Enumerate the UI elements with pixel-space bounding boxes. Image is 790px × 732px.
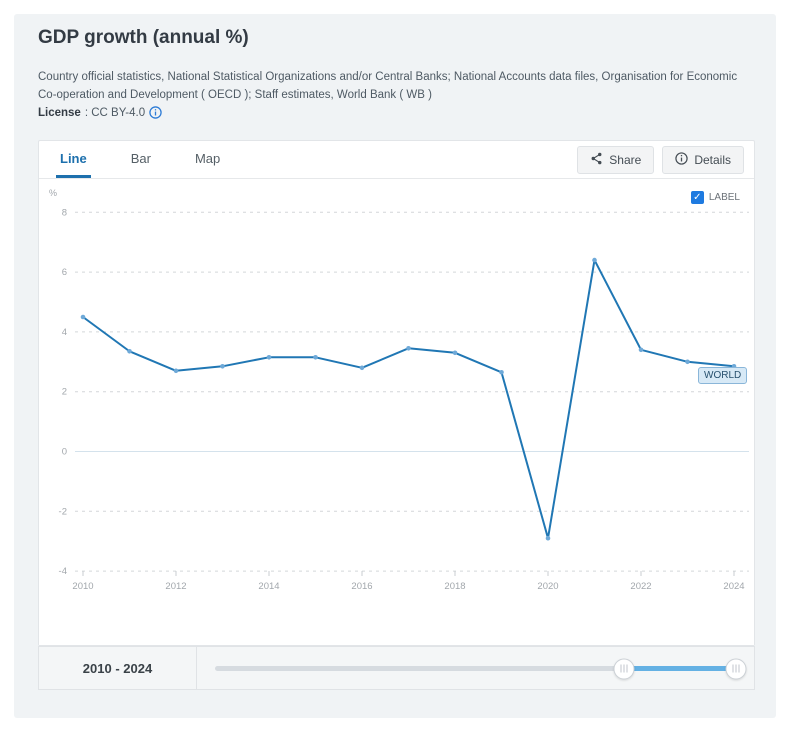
line-chart-area: % 8 6 4 2 0 -2 -4 2010 2012 2014 2016 2018 2020 2022 20… — [39, 179, 754, 645]
license-value: : CC BY-4.0 — [84, 106, 146, 119]
series-tag-world: WORLD — [698, 367, 748, 384]
data-point[interactable] — [499, 370, 504, 375]
page-title: GDP growth (annual %) — [38, 27, 249, 48]
y-tick-label: 4 — [62, 327, 67, 338]
data-point[interactable] — [452, 350, 458, 356]
tab-line[interactable]: Line — [56, 141, 91, 178]
time-slider-bar: 2010 - 2024 — [38, 646, 755, 690]
slider-handle-right[interactable] — [725, 658, 747, 679]
data-point[interactable] — [545, 535, 551, 541]
x-tick-label: 2024 — [723, 581, 744, 592]
tab-row: Line Bar Map Share Details — [39, 141, 754, 179]
chart-widget: Line Bar Map Share Details % 8 6 4 2 0 -2 -4 2010 2… — [38, 140, 755, 646]
y-tick-label: 0 — [62, 447, 67, 458]
license-info-icon[interactable] — [149, 106, 162, 119]
slider-handle-left[interactable] — [613, 658, 635, 679]
data-point[interactable] — [638, 347, 644, 353]
data-point[interactable] — [313, 355, 318, 360]
x-tick-label: 2016 — [351, 581, 372, 592]
slider-track[interactable] — [215, 658, 747, 679]
y-tick-label: -4 — [59, 566, 67, 577]
tab-actions: Share Details — [577, 146, 744, 174]
x-tick-label: 2014 — [258, 581, 279, 592]
source-text: Country official statistics, National St… — [38, 71, 738, 101]
y-tick-label: -2 — [59, 506, 67, 517]
data-point[interactable] — [359, 365, 365, 371]
x-tick-label: 2020 — [537, 581, 558, 592]
data-point[interactable] — [220, 364, 225, 369]
data-point[interactable] — [685, 359, 690, 365]
data-point[interactable] — [592, 257, 597, 263]
tab-list: Line Bar Map — [39, 141, 260, 178]
license-label: License — [38, 106, 81, 119]
label-checkbox-text: LABEL — [708, 192, 740, 203]
data-point[interactable] — [173, 368, 179, 374]
x-tick-label: 2022 — [630, 581, 651, 592]
y-tick-label: 6 — [62, 267, 67, 278]
x-tick-label: 2010 — [72, 581, 93, 592]
slider-area — [197, 647, 754, 689]
slider-active-range — [624, 666, 736, 671]
data-point[interactable] — [80, 314, 86, 320]
info-icon — [675, 152, 688, 168]
y-tick-label: 2 — [62, 387, 67, 398]
page-card: GDP growth (annual %) Country official s… — [14, 14, 776, 718]
details-button-label: Details — [694, 153, 731, 167]
share-button-label: Share — [609, 153, 642, 167]
label-control: ✓ LABEL — [690, 191, 740, 204]
details-button[interactable]: Details — [662, 146, 744, 174]
data-point[interactable] — [266, 355, 272, 360]
y-tick-label: 8 — [62, 207, 67, 218]
data-point[interactable] — [127, 349, 132, 354]
gdp-line-series — [82, 259, 735, 540]
tab-bar[interactable]: Bar — [130, 150, 151, 166]
data-point[interactable] — [406, 346, 411, 351]
line-chart-svg: % 8 6 4 2 0 -2 -4 2010 2012 2014 2016 2018 2020 2022 20… — [49, 188, 749, 592]
y-axis-unit: % — [49, 188, 57, 198]
x-tick-label: 2018 — [444, 581, 465, 592]
time-range-label: 2010 - 2024 — [39, 647, 197, 689]
license-row: License : CC BY-4.0 — [38, 106, 162, 119]
label-checkbox[interactable]: ✓ — [690, 191, 704, 204]
share-button[interactable]: Share — [577, 146, 655, 174]
share-icon — [590, 152, 603, 168]
x-tick-label: 2012 — [165, 581, 186, 592]
tab-map[interactable]: Map — [194, 150, 221, 166]
